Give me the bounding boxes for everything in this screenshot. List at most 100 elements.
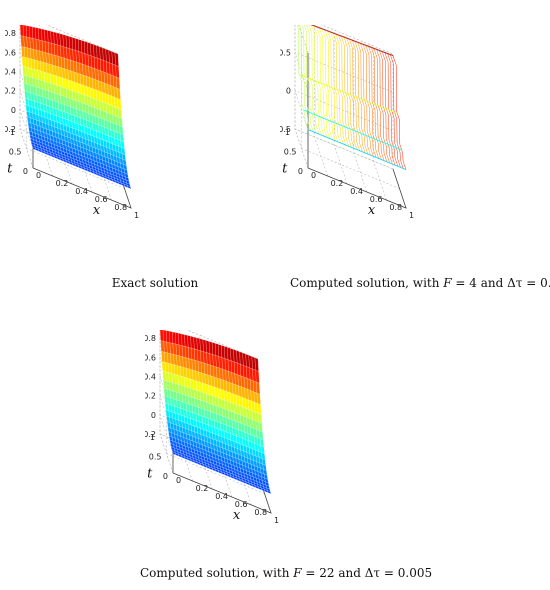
mesh-line-t bbox=[330, 31, 344, 145]
surface-patch bbox=[116, 76, 121, 90]
mesh-line-t bbox=[335, 33, 350, 147]
z-tick-label: 0.6 bbox=[5, 48, 16, 57]
x-tick-label: 0.2 bbox=[331, 179, 344, 188]
t-tick-label: 0 bbox=[23, 167, 28, 176]
t-tick-label: 1 bbox=[150, 433, 155, 442]
grid-line-t bbox=[166, 338, 265, 494]
mesh-line-x bbox=[310, 25, 394, 56]
grid-line-x bbox=[353, 38, 368, 193]
t-axis-label: t bbox=[7, 161, 13, 176]
z-tick-label: -0.2 bbox=[145, 430, 156, 439]
mesh-line-final bbox=[310, 25, 394, 57]
surface-patch bbox=[267, 490, 272, 495]
t-tick-label: 0 bbox=[163, 472, 168, 481]
mesh-line-t bbox=[379, 50, 393, 165]
caption-computed-f4: Computed solution, with F = 4 and Δτ = 0… bbox=[290, 276, 550, 290]
x-axis-label: x bbox=[368, 203, 376, 218]
surface-mesh bbox=[159, 330, 272, 495]
mesh-line-t bbox=[362, 44, 377, 158]
grid-line-t bbox=[301, 33, 400, 189]
mesh-line-t bbox=[373, 48, 388, 162]
z-tick-label: -0.2 bbox=[5, 125, 16, 134]
t-tick-label: 0.5 bbox=[284, 148, 297, 157]
mesh-line-t bbox=[301, 25, 314, 132]
axis-box-edge bbox=[307, 167, 407, 209]
mesh-line-t bbox=[387, 53, 401, 168]
x-tick-label: 0.8 bbox=[254, 508, 267, 517]
mesh-line-t bbox=[311, 25, 325, 137]
mesh-line-t bbox=[341, 35, 355, 149]
surface-patch bbox=[256, 392, 261, 406]
mesh-line-t bbox=[296, 25, 309, 130]
caption-text-prefix: Computed solution, with bbox=[290, 276, 444, 290]
x-tick-label: 0.2 bbox=[56, 179, 69, 188]
z-tick-label: 0.8 bbox=[5, 29, 16, 38]
mesh-line-t bbox=[392, 55, 407, 170]
surface-patch bbox=[255, 369, 260, 384]
surface-patch bbox=[254, 357, 259, 372]
x-tick-label: 0 bbox=[311, 171, 316, 180]
mesh-line-t bbox=[368, 46, 382, 160]
mesh-line-t bbox=[299, 25, 311, 131]
surface-patch bbox=[117, 107, 123, 119]
caption-text-suffix: = 4 and Δτ = 0.025 bbox=[455, 276, 550, 290]
mesh-line-t bbox=[332, 32, 347, 146]
z-tick-label: 0.6 bbox=[145, 353, 156, 362]
surface-mesh bbox=[19, 25, 132, 190]
x-tick-label: 0.4 bbox=[75, 187, 88, 196]
x-tick-label: 1 bbox=[409, 211, 414, 220]
mesh-line-t bbox=[304, 25, 317, 134]
caption-text-suffix: = 22 and Δτ = 0.005 bbox=[301, 566, 433, 580]
surface-patch bbox=[117, 98, 122, 110]
mesh-line-t bbox=[316, 26, 331, 139]
mesh-line-t bbox=[384, 52, 399, 167]
t-tick-label: 0.5 bbox=[9, 148, 22, 157]
x-tick-label: 0.6 bbox=[95, 195, 108, 204]
mesh-line-x bbox=[307, 129, 407, 171]
mesh-line-t bbox=[370, 47, 385, 161]
x-axis-label: x bbox=[93, 203, 101, 218]
x-tick-label: 1 bbox=[134, 211, 139, 220]
x-tick-label: 0.4 bbox=[350, 187, 363, 196]
z-tick-label: 0.4 bbox=[145, 373, 156, 382]
mesh-line-t bbox=[343, 36, 358, 150]
mesh-line-t bbox=[357, 42, 371, 156]
caption-symbol-f: F bbox=[443, 276, 452, 290]
mesh-line-t bbox=[354, 41, 369, 155]
mesh-line-t bbox=[321, 28, 336, 141]
surface-patch bbox=[256, 381, 261, 395]
mesh-line-t bbox=[313, 25, 328, 138]
mesh-line-t bbox=[338, 34, 352, 148]
mesh-line-x bbox=[299, 74, 398, 114]
x-tick-label: 1 bbox=[274, 516, 279, 525]
mesh-line-t bbox=[351, 40, 366, 154]
x-tick-label: 0 bbox=[176, 476, 181, 485]
t-axis-label: t bbox=[147, 466, 153, 481]
surface-patch bbox=[257, 412, 263, 424]
x-tick-label: 0.8 bbox=[389, 203, 402, 212]
mesh-line-t bbox=[390, 54, 404, 169]
caption-exact-solution: Exact solution bbox=[111, 276, 199, 290]
mesh-line-t bbox=[319, 27, 333, 140]
mesh-line-t bbox=[306, 25, 320, 135]
x-tick-label: 0.2 bbox=[196, 484, 209, 493]
z-tick-label: 0 bbox=[151, 411, 156, 420]
z-tick-label: -0.5 bbox=[280, 125, 291, 134]
surface-patch bbox=[257, 403, 262, 415]
mesh-line-t bbox=[346, 38, 360, 151]
z-tick-label: 0.8 bbox=[145, 334, 156, 343]
x-tick-label: 0.4 bbox=[215, 492, 228, 501]
surface-patch bbox=[127, 185, 132, 190]
t-tick-label: 1 bbox=[285, 128, 290, 137]
x-tick-label: 0 bbox=[36, 171, 41, 180]
grid-line-t bbox=[19, 25, 119, 170]
mesh-line-t bbox=[381, 51, 396, 166]
z-tick-label: 0.5 bbox=[280, 48, 291, 57]
surface-patch bbox=[116, 87, 121, 101]
mesh-line-t bbox=[349, 39, 363, 152]
